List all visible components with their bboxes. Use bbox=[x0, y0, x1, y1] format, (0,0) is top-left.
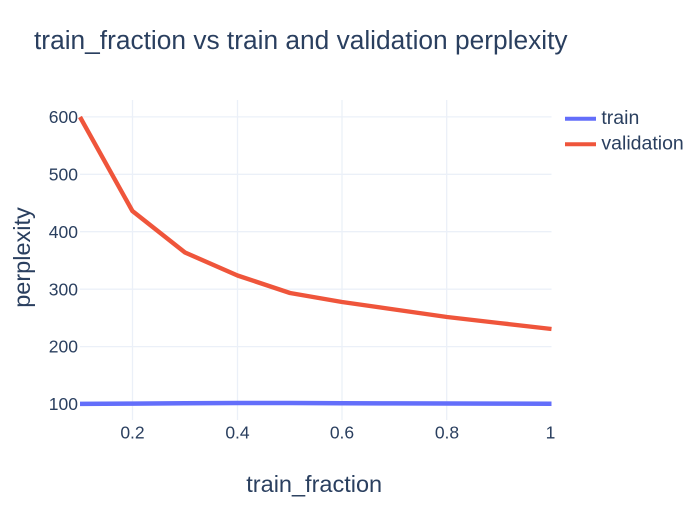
svg-text:500: 500 bbox=[49, 165, 78, 185]
svg-text:train: train bbox=[601, 107, 639, 129]
svg-text:train_fraction vs train and va: train_fraction vs train and validation p… bbox=[34, 25, 568, 55]
svg-text:400: 400 bbox=[49, 222, 78, 242]
svg-text:perplexity: perplexity bbox=[9, 207, 35, 308]
svg-text:validation: validation bbox=[601, 133, 683, 155]
svg-text:600: 600 bbox=[49, 107, 78, 127]
svg-text:200: 200 bbox=[49, 337, 78, 357]
svg-text:0.2: 0.2 bbox=[120, 423, 144, 443]
svg-text:0.6: 0.6 bbox=[330, 423, 354, 443]
svg-text:0.8: 0.8 bbox=[435, 423, 459, 443]
svg-text:300: 300 bbox=[49, 279, 78, 299]
svg-text:100: 100 bbox=[49, 394, 78, 414]
svg-text:1: 1 bbox=[546, 423, 556, 443]
svg-text:train_fraction: train_fraction bbox=[246, 471, 382, 497]
svg-text:0.4: 0.4 bbox=[225, 423, 250, 443]
